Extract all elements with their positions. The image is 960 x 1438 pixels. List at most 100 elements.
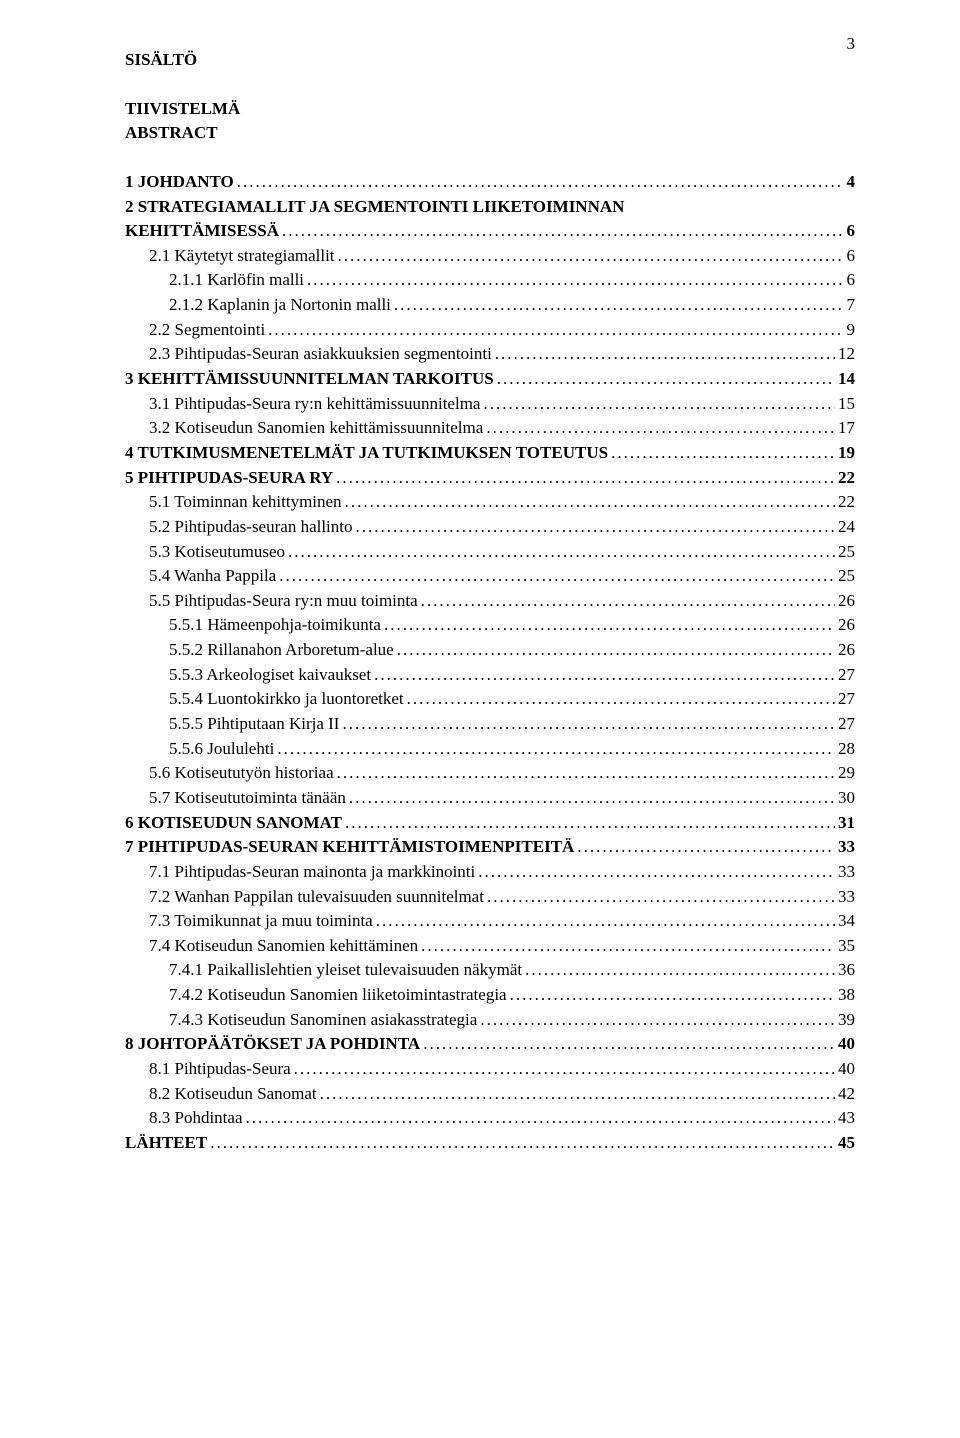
toc-page: 9 [847,318,856,343]
toc-page: 26 [838,638,855,663]
toc-entry[interactable]: 7.4.2 Kotiseudun Sanomien liiketoimintas… [125,983,855,1008]
toc-entry[interactable]: 8 JOHTOPÄÄTÖKSET JA POHDINTA40 [125,1032,855,1057]
toc-leader [480,1008,835,1033]
toc-label: 5.1 Toiminnan kehittyminen [149,490,342,515]
toc-entry[interactable]: 5.1 Toiminnan kehittyminen 22 [125,490,855,515]
toc-entry[interactable]: 7 PIHTIPUDAS-SEURAN KEHITTÄMISTOIMENPITE… [125,835,855,860]
toc-page: 27 [838,663,855,688]
toc-leader [294,1057,835,1082]
toc-label: 2 STRATEGIAMALLIT JA SEGMENTOINTI LIIKET… [125,195,624,220]
toc-label: 5 PIHTIPUDAS-SEURA RY [125,466,333,491]
toc-entry[interactable]: 7.1 Pihtipudas-Seuran mainonta ja markki… [125,860,855,885]
toc-page: 33 [838,860,855,885]
heading-sub1: TIIVISTELMÄ [125,97,855,122]
toc-leader [486,416,835,441]
toc-leader [478,860,835,885]
toc-entry[interactable]: 5.2 Pihtipudas-seuran hallinto24 [125,515,855,540]
toc-leader [282,219,844,244]
table-of-contents: 1 JOHDANTO42 STRATEGIAMALLIT JA SEGMENTO… [125,170,855,1156]
toc-entry[interactable]: 2.1 Käytetyt strategiamallit6 [125,244,855,269]
toc-leader [423,1032,835,1057]
toc-label: 7.4.2 Kotiseudun Sanomien liiketoimintas… [169,983,507,1008]
toc-entry[interactable]: 7.2 Wanhan Pappilan tulevaisuuden suunni… [125,885,855,910]
toc-leader [288,540,835,565]
toc-entry[interactable]: LÄHTEET45 [125,1131,855,1156]
toc-entry[interactable]: 5.5.2 Rillanahon Arboretum-alue 26 [125,638,855,663]
toc-entry[interactable]: 7.3 Toimikunnat ja muu toiminta34 [125,909,855,934]
toc-leader [345,490,835,515]
toc-label: 5.5 Pihtipudas-Seura ry:n muu toiminta [149,589,418,614]
toc-entry[interactable]: 4 TUTKIMUSMENETELMÄT JA TUTKIMUKSEN TOTE… [125,441,855,466]
toc-leader [210,1131,835,1156]
toc-entry[interactable]: 5.5.3 Arkeologiset kaivaukset 27 [125,663,855,688]
toc-page: 4 [847,170,856,195]
toc-label: 5.5.3 Arkeologiset kaivaukset [169,663,371,688]
toc-leader [307,268,843,293]
toc-entry[interactable]: 5.6 Kotiseututyön historiaa29 [125,761,855,786]
toc-entry[interactable]: 2 STRATEGIAMALLIT JA SEGMENTOINTI LIIKET… [125,195,855,220]
toc-leader [397,638,835,663]
heading-sub2: ABSTRACT [125,121,855,146]
page-number: 3 [847,34,856,54]
toc-page: 42 [838,1082,855,1107]
toc-entry[interactable]: 3.1 Pihtipudas-Seura ry:n kehittämissuun… [125,392,855,417]
toc-label: 3.1 Pihtipudas-Seura ry:n kehittämissuun… [149,392,480,417]
toc-page: 25 [838,564,855,589]
toc-entry[interactable]: 5.5.1 Hämeenpohja-toimikunta26 [125,613,855,638]
toc-entry[interactable]: 7.4 Kotiseudun Sanomien kehittäminen35 [125,934,855,959]
toc-label: 7.4.3 Kotiseudun Sanominen asiakasstrate… [169,1008,477,1033]
toc-leader [384,613,835,638]
toc-entry[interactable]: 2.1.1 Karlöfin malli6 [125,268,855,293]
toc-entry[interactable]: 2.3 Pihtipudas-Seuran asiakkuuksien segm… [125,342,855,367]
toc-leader [376,909,835,934]
toc-page: 15 [838,392,855,417]
toc-entry[interactable]: 8.2 Kotiseudun Sanomat42 [125,1082,855,1107]
toc-entry[interactable]: 5.7 Kotiseututoiminta tänään30 [125,786,855,811]
toc-page: 27 [838,712,855,737]
toc-entry[interactable]: 5 PIHTIPUDAS-SEURA RY22 [125,466,855,491]
toc-leader [349,786,835,811]
toc-entry[interactable]: 3 KEHITTÄMISSUUNNITELMAN TARKOITUS14 [125,367,855,392]
toc-entry[interactable]: 5.4 Wanha Pappila25 [125,564,855,589]
toc-entry[interactable]: 2.2 Segmentointi 9 [125,318,855,343]
toc-leader [246,1106,836,1131]
toc-leader [268,318,843,343]
toc-page: 38 [838,983,855,1008]
toc-entry[interactable]: 5.5.4 Luontokirkko ja luontoretket27 [125,687,855,712]
toc-label: 2.1 Käytetyt strategiamallit [149,244,335,269]
toc-entry[interactable]: 1 JOHDANTO4 [125,170,855,195]
toc-label: 7.2 Wanhan Pappilan tulevaisuuden suunni… [149,885,484,910]
toc-entry[interactable]: 6 KOTISEUDUN SANOMAT31 [125,811,855,836]
toc-label: 7.4 Kotiseudun Sanomien kehittäminen [149,934,418,959]
toc-entry[interactable]: 7.4.1 Paikallislehtien yleiset tulevaisu… [125,958,855,983]
toc-entry-cont[interactable]: KEHITTÄMISESSÄ 6 [125,219,855,244]
toc-entry[interactable]: 3.2 Kotiseudun Sanomien kehittämissuunni… [125,416,855,441]
toc-leader [374,663,835,688]
toc-label: 5.5.2 Rillanahon Arboretum-alue [169,638,394,663]
toc-label: 5.5.6 Joululehti [169,737,274,762]
toc-label: 2.2 Segmentointi [149,318,265,343]
toc-leader [487,885,835,910]
toc-entry[interactable]: 2.1.2 Kaplanin ja Nortonin malli7 [125,293,855,318]
toc-entry[interactable]: 5.5 Pihtipudas-Seura ry:n muu toiminta26 [125,589,855,614]
toc-page: 45 [838,1131,855,1156]
toc-entry[interactable]: 5.5.6 Joululehti28 [125,737,855,762]
toc-label: 5.7 Kotiseututoiminta tänään [149,786,346,811]
toc-label: 7.1 Pihtipudas-Seuran mainonta ja markki… [149,860,475,885]
toc-entry[interactable]: 8.1 Pihtipudas-Seura40 [125,1057,855,1082]
toc-page: 12 [838,342,855,367]
toc-page: 6 [847,219,856,244]
toc-leader [338,244,844,269]
toc-leader [345,811,835,836]
toc-label: KEHITTÄMISESSÄ [125,219,279,244]
toc-leader [495,342,835,367]
toc-page: 22 [838,490,855,515]
toc-page: 26 [838,613,855,638]
toc-entry[interactable]: 7.4.3 Kotiseudun Sanominen asiakasstrate… [125,1008,855,1033]
toc-entry[interactable]: 8.3 Pohdintaa43 [125,1106,855,1131]
toc-page: 36 [838,958,855,983]
toc-leader [356,515,835,540]
toc-entry[interactable]: 5.5.5 Pihtiputaan Kirja II27 [125,712,855,737]
heading-title: SISÄLTÖ [125,48,855,73]
toc-entry[interactable]: 5.3 Kotiseutumuseo25 [125,540,855,565]
